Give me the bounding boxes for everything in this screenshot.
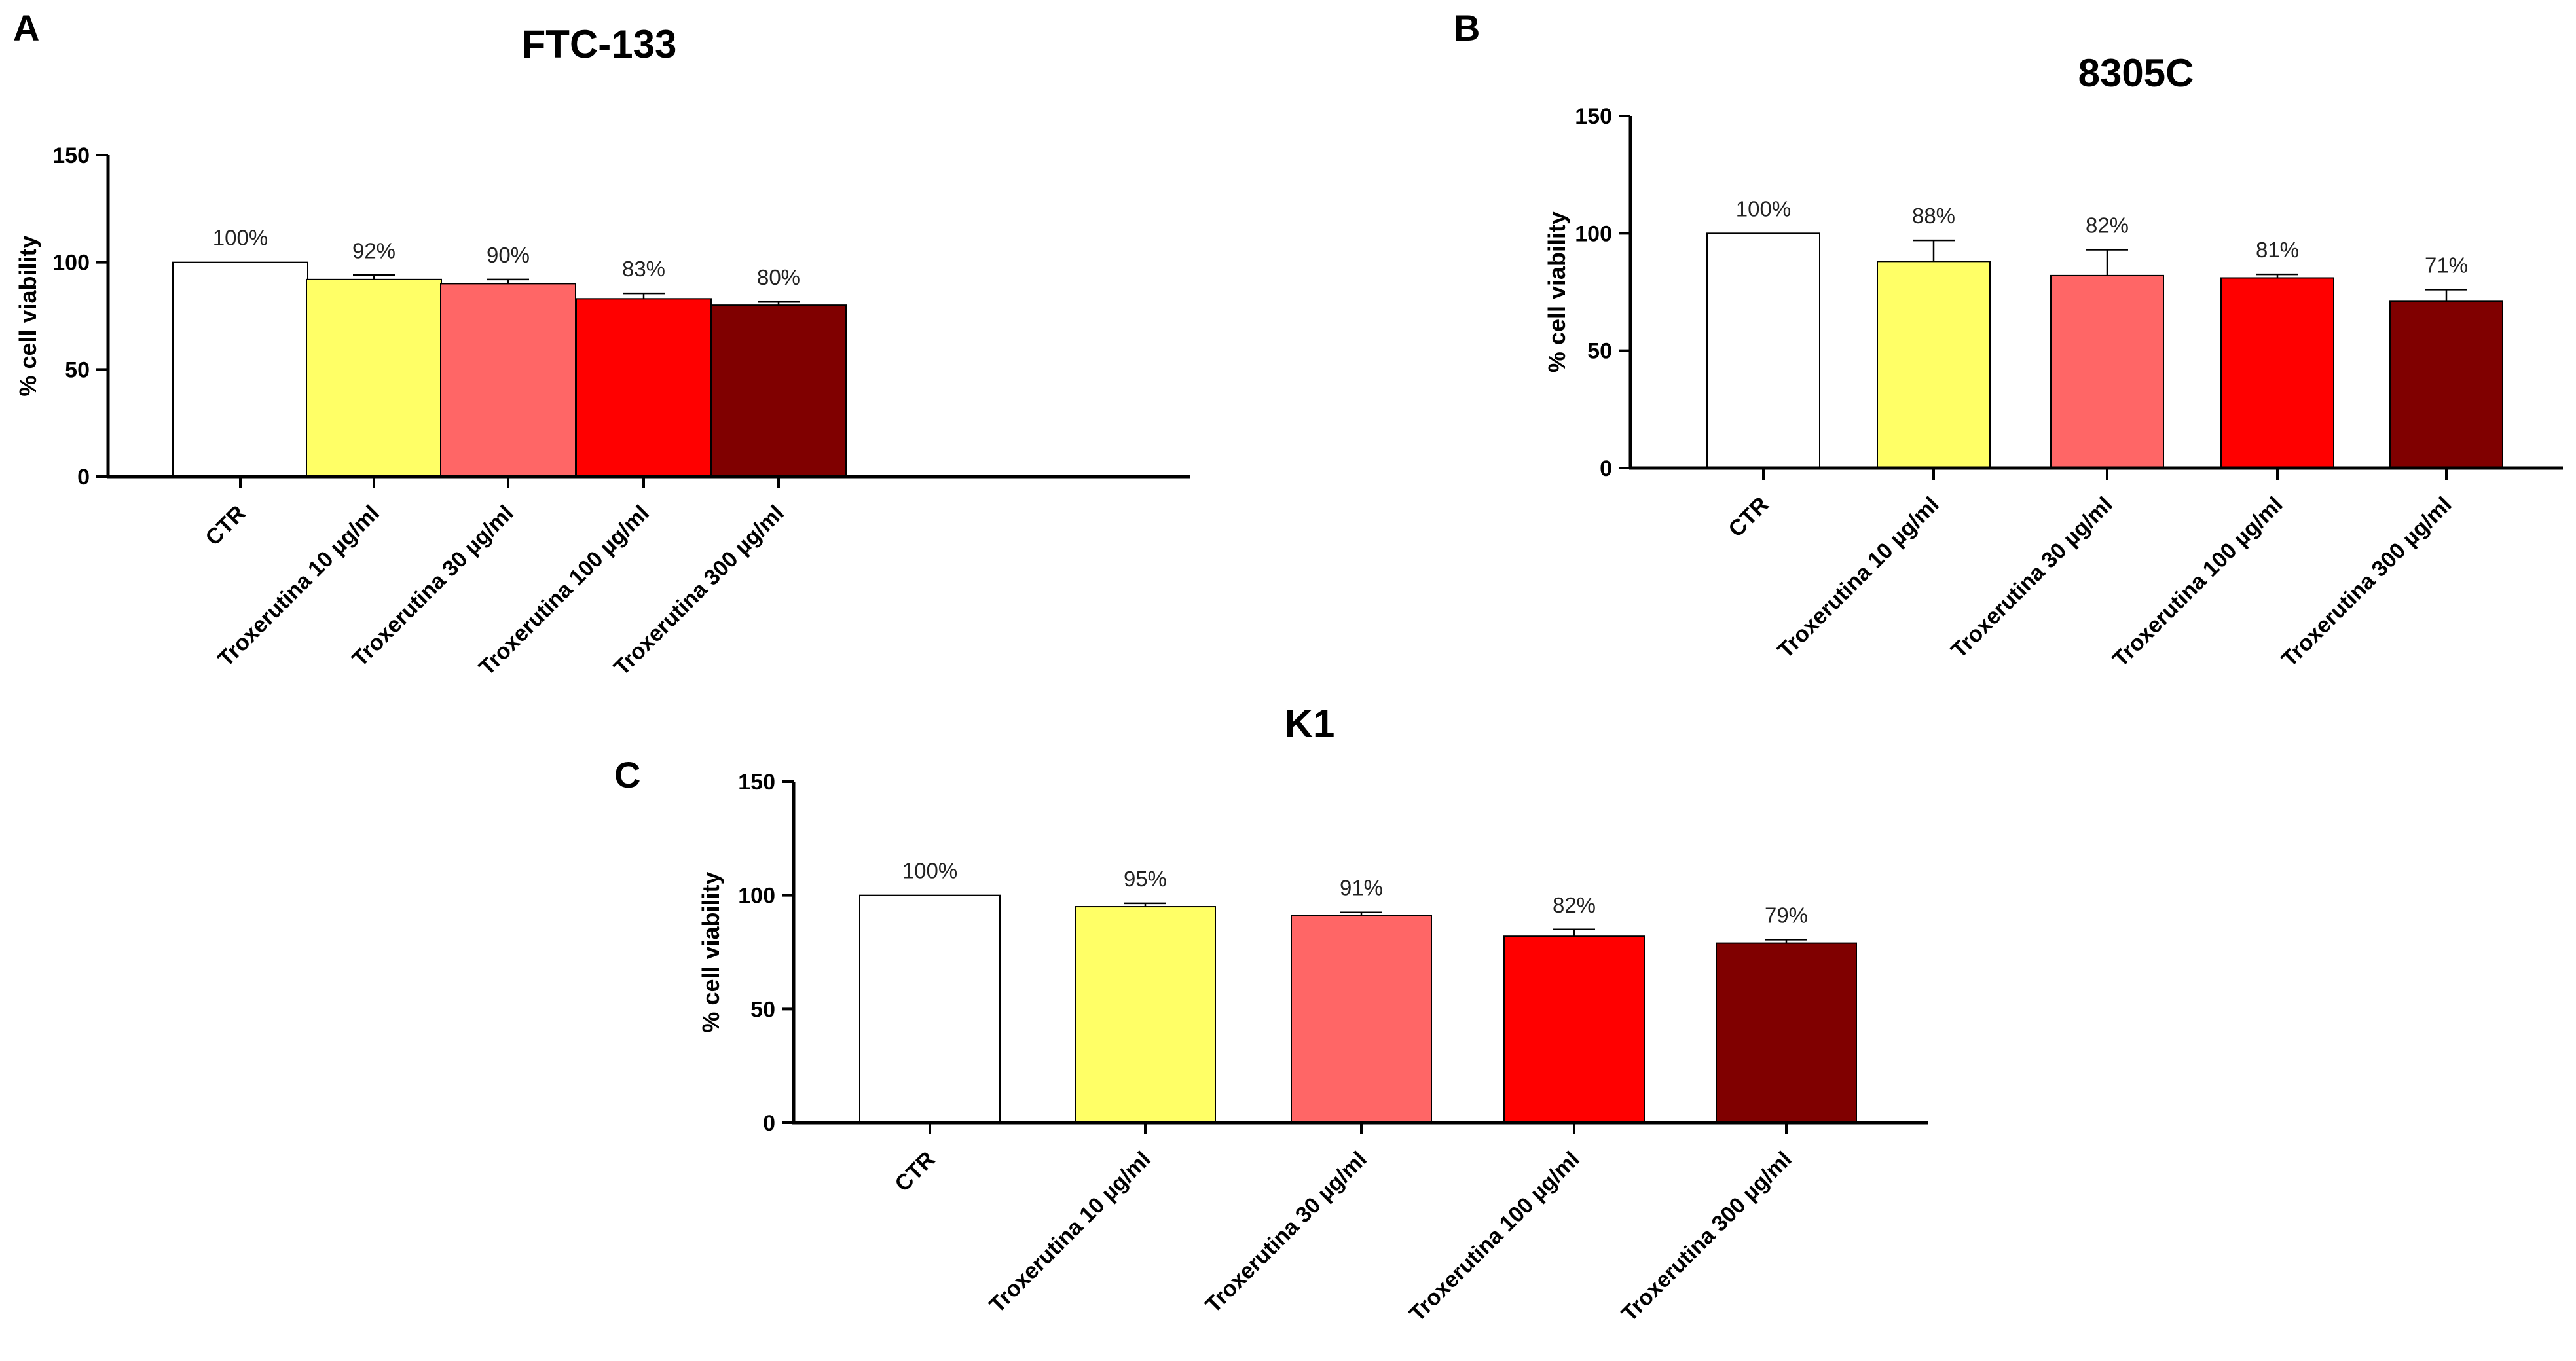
data-label: 92% bbox=[352, 238, 396, 263]
bar bbox=[1503, 935, 1645, 1123]
data-label: 100% bbox=[1736, 196, 1791, 221]
bar bbox=[2050, 274, 2164, 469]
chart-panel-a: A FTC-133% cell viability 100%CTR92%Troxer… bbox=[13, 7, 1190, 680]
category-label: Troxerutina 30 µg/ml bbox=[1946, 492, 2117, 663]
chart-panel-b: B 8305C % cell viability 100% CTR 88% Troxerut… bbox=[1454, 7, 2563, 672]
y-tick-label: 100 bbox=[52, 251, 90, 276]
bar bbox=[859, 894, 1001, 1123]
data-label: 82% bbox=[1553, 893, 1596, 917]
bar bbox=[172, 261, 308, 477]
data-label: 100% bbox=[213, 226, 268, 250]
chart-title: 8305C bbox=[2078, 51, 2194, 95]
y-tick-label: 150 bbox=[738, 770, 775, 795]
y-axis-label: % cell viability bbox=[697, 871, 724, 1032]
bar bbox=[2220, 277, 2334, 469]
bar bbox=[1075, 906, 1216, 1123]
y-tick-label: 50 bbox=[1587, 339, 1612, 364]
data-label: 88% bbox=[1912, 204, 1955, 228]
category-label: Troxerutina 30 µg/ml bbox=[1200, 1147, 1371, 1318]
y-tick-label: 150 bbox=[1575, 104, 1612, 129]
category-label: Troxerutina 300 µg/ml bbox=[1617, 1147, 1797, 1327]
category-label: CTR bbox=[890, 1147, 940, 1197]
data-label: 100% bbox=[902, 859, 957, 883]
data-label: 79% bbox=[1765, 903, 1808, 927]
panel-letter: C bbox=[614, 754, 640, 795]
data-label: 91% bbox=[1340, 876, 1383, 900]
y-axis-label: % cell viability bbox=[14, 235, 41, 396]
y-tick-label: 100 bbox=[1575, 221, 1612, 246]
bar bbox=[1877, 261, 1991, 469]
data-label: 71% bbox=[2425, 253, 2468, 277]
bar bbox=[710, 304, 847, 477]
panel-letter: B bbox=[1454, 7, 1480, 48]
panel-letter: A bbox=[13, 7, 39, 48]
y-tick-label: 0 bbox=[763, 1111, 775, 1136]
data-label: 95% bbox=[1124, 867, 1167, 891]
bar bbox=[440, 283, 576, 477]
category-label: Troxerutina 100 µg/ml bbox=[1405, 1147, 1585, 1327]
category-label: Troxerutina 100 µg/ml bbox=[2108, 492, 2288, 672]
category-label: Troxerutina 10 µg/ml bbox=[1773, 492, 1943, 663]
y-tick-label: 50 bbox=[65, 357, 90, 382]
chart-title: FTC-133 bbox=[522, 22, 677, 66]
data-label: 90% bbox=[487, 243, 530, 267]
category-label: CTR bbox=[200, 501, 250, 551]
chart-panel-c: C K1 % cell viability 100% CTR 95% Troxerutina… bbox=[614, 702, 1928, 1326]
data-label: 82% bbox=[2086, 213, 2129, 237]
bar bbox=[1291, 915, 1432, 1123]
category-label: Troxerutina 300 µg/ml bbox=[2277, 492, 2457, 672]
chart-title: K1 bbox=[1285, 702, 1335, 746]
data-label: 83% bbox=[622, 257, 665, 281]
y-tick-label: 50 bbox=[750, 997, 775, 1022]
y-tick-label: 150 bbox=[52, 143, 90, 168]
y-axis-label: % cell viability bbox=[1543, 211, 1570, 372]
y-tick-label: 100 bbox=[738, 884, 775, 909]
data-label: 80% bbox=[757, 265, 800, 289]
bar bbox=[1706, 232, 1820, 469]
category-label: CTR bbox=[1723, 492, 1773, 542]
category-label: Troxerutina 10 µg/ml bbox=[984, 1147, 1155, 1318]
data-label: 81% bbox=[2256, 238, 2299, 262]
y-tick-label: 0 bbox=[77, 465, 90, 490]
bar bbox=[306, 278, 442, 477]
bar bbox=[576, 298, 712, 477]
bar bbox=[1716, 942, 1857, 1124]
bar bbox=[2389, 300, 2503, 469]
y-tick-label: 0 bbox=[1600, 456, 1612, 481]
